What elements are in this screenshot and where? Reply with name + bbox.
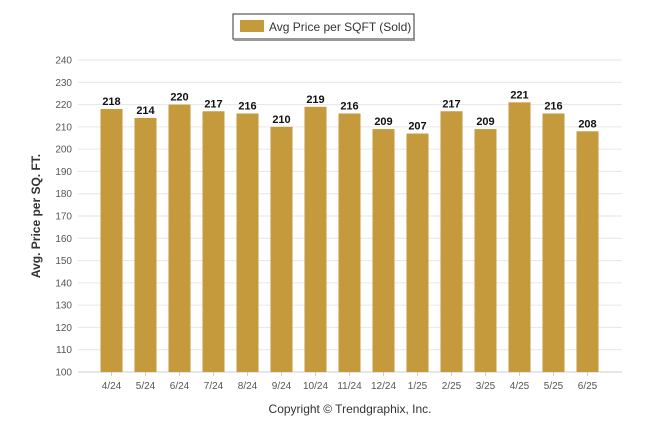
bar (236, 113, 259, 372)
legend: Avg Price per SQFT (Sold) (232, 13, 415, 41)
y-axis-ticks: 100 110 120 130 140 150 160 170 180 190 200 210 220 2… (55, 56, 72, 379)
y-tick-label: 100 (55, 368, 72, 379)
bar (304, 106, 327, 373)
data-label: 207 (408, 121, 426, 133)
x-tick-label: 11/24 (337, 381, 362, 392)
data-label: 214 (136, 105, 155, 117)
bar (270, 126, 293, 372)
y-tick-label: 150 (55, 256, 72, 267)
data-label: 216 (544, 100, 562, 112)
y-tick-label: 220 (55, 100, 72, 111)
copyright-text: Copyright © Trendgraphix, Inc. (269, 402, 432, 416)
bar (338, 113, 361, 372)
y-tick-label: 190 (55, 167, 72, 178)
bar (168, 104, 191, 373)
data-label: 218 (102, 96, 120, 108)
y-tick-label: 200 (55, 145, 72, 156)
y-tick-label: 170 (55, 212, 72, 223)
y-tick-label: 140 (55, 278, 72, 289)
legend-label: Avg Price per SQFT (Sold) (269, 20, 411, 34)
data-label: 216 (238, 100, 256, 112)
y-tick-label: 160 (55, 234, 72, 245)
y-axis-label: Avg. Price per SQ. FT. (29, 154, 43, 278)
data-label: 209 (374, 116, 392, 128)
bar (372, 129, 395, 372)
x-tick-label: 5/24 (136, 381, 156, 392)
y-tick-label: 240 (55, 56, 72, 67)
data-label: 221 (510, 89, 528, 101)
y-tick-label: 120 (55, 323, 72, 334)
y-tick-label: 110 (56, 345, 72, 356)
data-label: 220 (170, 92, 188, 104)
bar (542, 113, 565, 372)
bar (474, 129, 497, 372)
bar (406, 133, 429, 372)
x-tick-label: 8/24 (238, 381, 258, 392)
bar (576, 131, 599, 372)
data-label: 208 (578, 118, 596, 130)
legend-swatch (240, 20, 264, 32)
data-label: 219 (306, 94, 324, 106)
data-label: 210 (272, 114, 290, 126)
y-tick-label: 130 (55, 301, 72, 312)
x-tick-label: 2/25 (442, 381, 462, 392)
bars (100, 102, 599, 373)
x-tick-label: 5/25 (544, 381, 564, 392)
x-tick-label: 10/24 (303, 381, 328, 392)
x-tick-label: 1/25 (408, 381, 428, 392)
y-tick-label: 230 (55, 78, 72, 89)
bar (134, 117, 157, 372)
data-label: 209 (476, 116, 494, 128)
bar (508, 102, 531, 372)
data-label: 216 (340, 100, 358, 112)
value-labels: 218 214 220 217 216 210 219 216 209 207 217 209 221 2… (102, 89, 596, 132)
x-axis-ticks: 4/24 5/24 6/24 7/24 8/24 9/24 10/24 11/24 12/24 1… (102, 372, 598, 392)
x-tick-label: 12/24 (371, 381, 396, 392)
bar (440, 111, 463, 372)
bar (100, 109, 123, 373)
data-label: 217 (204, 98, 222, 110)
bar (202, 111, 225, 372)
x-tick-label: 9/24 (272, 381, 292, 392)
x-tick-label: 4/25 (510, 381, 530, 392)
x-tick-label: 6/24 (170, 381, 190, 392)
data-label: 217 (442, 98, 460, 110)
x-tick-label: 6/25 (578, 381, 598, 392)
x-tick-label: 7/24 (204, 381, 224, 392)
y-tick-label: 180 (55, 189, 72, 200)
x-tick-label: 3/25 (476, 381, 496, 392)
x-tick-label: 4/24 (102, 381, 122, 392)
y-tick-label: 210 (55, 122, 72, 133)
